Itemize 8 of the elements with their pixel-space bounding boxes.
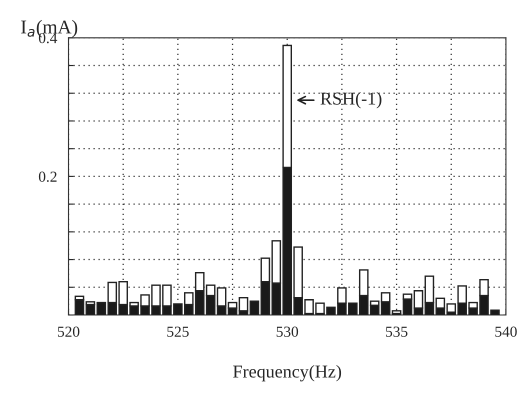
x-axis-title: Frequency(Hz) <box>233 364 342 382</box>
annotation: RSH(-1) <box>320 92 382 108</box>
y-tick-label: 0.2 <box>38 172 57 182</box>
x-tick-label: 530 <box>276 326 298 337</box>
x-tick-label: 525 <box>167 326 189 337</box>
x-tick-label: 540 <box>495 326 517 337</box>
x-tick-label: 520 <box>58 326 80 337</box>
x-tick-label: 535 <box>386 326 408 337</box>
